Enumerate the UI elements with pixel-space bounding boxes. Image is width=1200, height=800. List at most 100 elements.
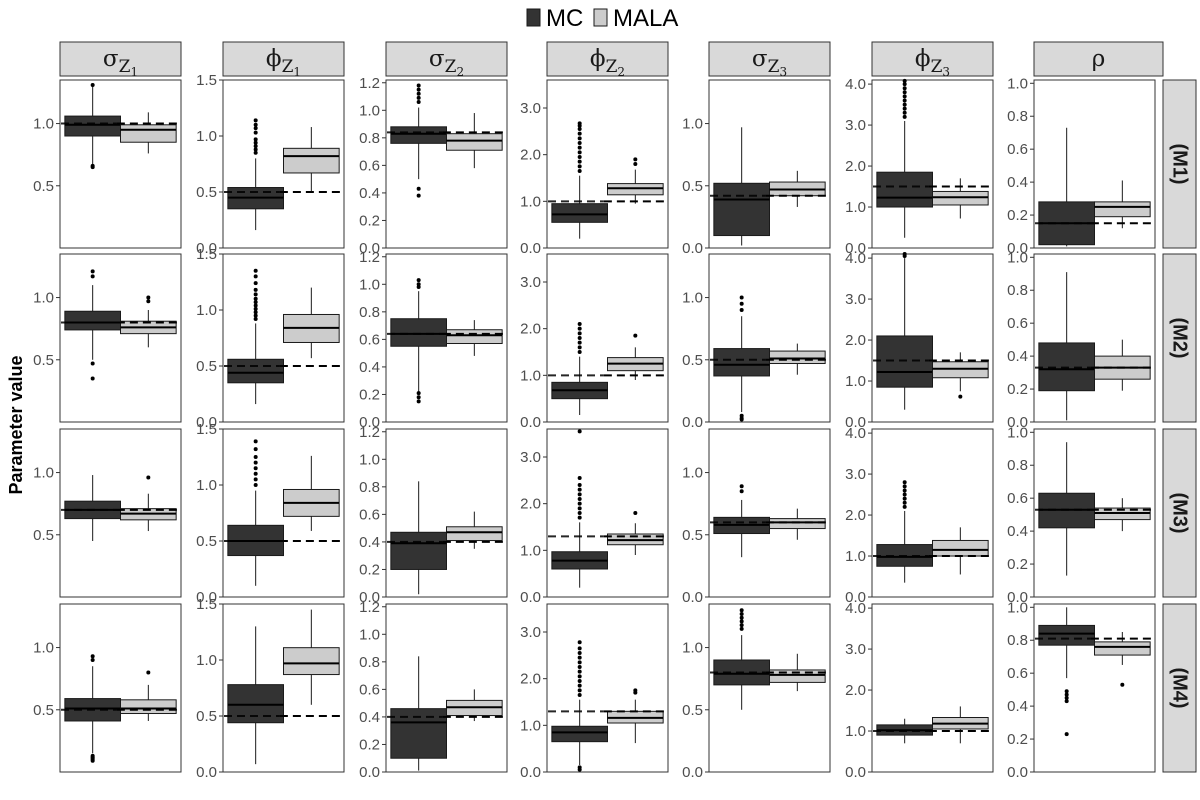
column-strip-label: ϕZ1 [266,46,301,79]
box-mc [551,322,609,415]
y-tick-label: 0.0 [845,764,866,781]
outlier-point [577,345,582,350]
panel-M2-sigma_z2: 0.0 0.2 0.4 0.6 0.8 1.0 1.2 [359,249,508,431]
box-body [769,350,826,365]
box-mc [876,252,934,410]
column-strip-label: ϕZ2 [590,46,625,79]
y-tick-label: 1.0 [33,116,54,133]
outlier-point [577,669,582,674]
row-strip-M4: (M4) [1162,603,1197,773]
y-tick-label: 1.0 [520,193,541,210]
panel-M1-phi_z3: 0.0 1.0 2.0 3.0 4.0 [845,76,994,257]
row-strip-label: (M3) [1169,492,1191,533]
box-mala [120,475,177,532]
outlier-point [253,313,258,318]
column-strip-sigma_z2: σZ2 [385,41,508,79]
outlier-point [146,295,151,300]
outlier-point [253,281,258,286]
outlier-point [902,106,907,111]
row-strip-bg [1162,79,1197,249]
y-tick-label: 0.4 [1007,698,1028,715]
outlier-point [253,471,258,476]
y-tick-label: 1.0 [33,290,54,307]
panel-border [708,428,831,598]
outlier-point [577,683,582,688]
outlier-point [577,515,582,520]
row-strip-M3: (M3) [1162,428,1197,598]
outlier-point [416,193,421,198]
panel-border [546,428,669,598]
outlier-point [902,102,907,107]
panel-M4-sigma_z1: 0.5 1.0 [33,603,182,773]
y-tick-label: 1.0 [682,116,703,133]
panel-M2-phi_z1: 0.0 0.5 1.0 1.5 [196,246,345,431]
box-mala [1094,180,1151,229]
outlier-point [577,679,582,683]
outlier-point [416,91,421,96]
row-strip-label: (M1) [1169,143,1191,184]
outlier-point [577,141,582,145]
outlier-point [902,480,907,485]
y-tick-label: 0.5 [196,708,217,725]
outlier-point [253,460,258,465]
y-tick-label: 1.0 [520,542,541,559]
y-tick-label: 3.0 [520,449,541,466]
box-mala [607,333,664,380]
box-mc [876,78,934,238]
y-tick-label: 3.0 [845,641,866,658]
panel-border [1033,253,1156,423]
y-tick-label: 2.0 [845,332,866,349]
column-strip-bg [546,41,669,77]
y-axis-title: Parameter value [6,355,26,494]
y-tick-label: 0.5 [33,178,54,195]
y-tick-label: 1.0 [845,373,866,390]
outlier-point [902,110,907,115]
outlier-point [577,487,582,492]
outlier-point [253,466,258,471]
y-tick-label: 0.8 [1007,108,1028,125]
panel-M4-sigma_z2: 0.0 0.2 0.4 0.6 0.8 1.0 1.2 [359,599,508,781]
y-tick-label: 1.0 [682,465,703,482]
outlier-point [739,413,744,418]
y-tick-label: 3.0 [845,117,866,134]
outlier-point [577,688,582,693]
y-tick-label: 1.0 [33,640,54,657]
y-tick-label: 2.0 [520,147,541,164]
outlier-point [1064,699,1069,704]
y-tick-label: 0.8 [359,130,380,147]
column-strip-bg [59,41,182,77]
outlier-point [253,144,258,149]
box-body [713,348,771,377]
outlier-point [633,333,638,338]
outlier-point [577,150,582,155]
y-tick-label: 0.0 [359,589,380,606]
column-strip-bg [871,41,994,77]
panel-border [546,603,669,773]
y-tick-label: 4.0 [845,600,866,617]
panel-M1-phi_z2: 0.0 1.0 2.0 3.0 [520,79,669,257]
y-tick-label: 0.2 [1007,731,1028,748]
outlier-point [577,340,582,345]
outlier-point [577,655,582,660]
box-mc [64,82,121,170]
outlier-point [90,753,95,758]
panel-M3-sigma_z3: 0.0 0.5 1.0 [682,428,831,606]
y-tick-label: 1.0 [682,640,703,657]
y-tick-label: 0.6 [359,157,380,174]
y-tick-label: 0.0 [1007,240,1028,257]
box-body [551,725,609,743]
outlier-point [577,651,582,655]
y-tick-label: 4.0 [845,425,866,442]
outlier-point [577,159,582,164]
y-tick-label: 1.0 [196,652,217,669]
outlier-point [416,278,421,283]
outlier-point [577,145,582,150]
outlier-point [577,765,582,770]
box-body [876,335,934,388]
column-strip-bg [222,41,345,77]
box-body [932,539,989,557]
box-body [64,115,121,137]
box-body [120,124,177,143]
box-body [390,126,447,144]
y-tick-label: 1.0 [1007,599,1028,616]
